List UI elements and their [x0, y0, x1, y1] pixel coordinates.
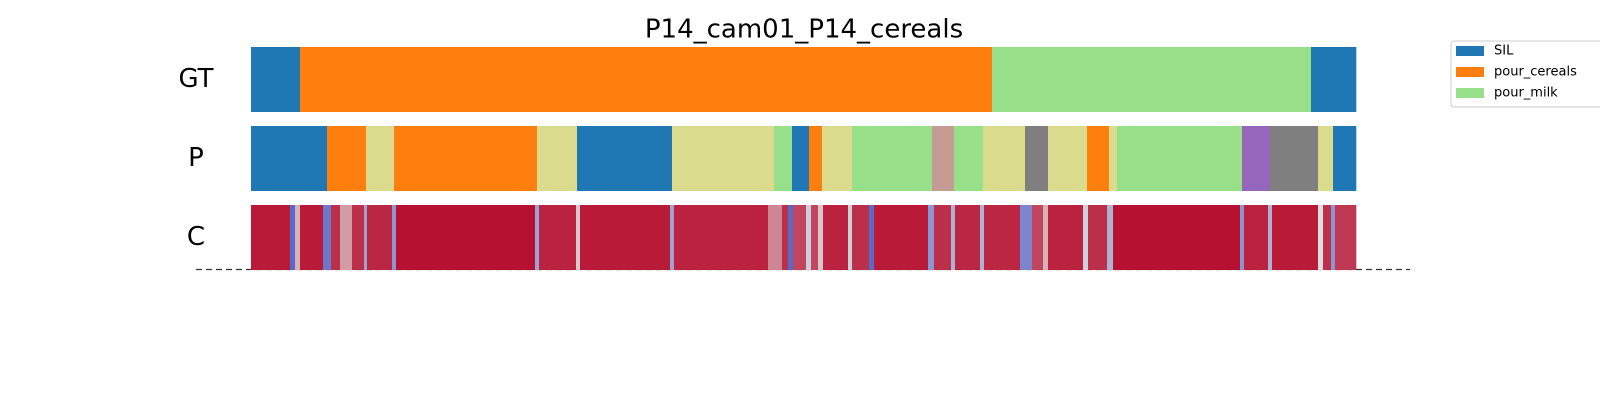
confidence-stripe: [251, 205, 291, 270]
confidence-stripe: [1032, 205, 1044, 270]
segment: [251, 126, 328, 191]
confidence-stripe: [788, 205, 794, 270]
confidence-stripe: [331, 205, 341, 270]
segment: [1311, 47, 1357, 112]
confidence-stripe: [1020, 205, 1033, 270]
segment: [672, 126, 775, 191]
confidence-stripe: [535, 205, 540, 270]
segment: [366, 126, 395, 191]
confidence-stripe: [1240, 205, 1245, 270]
confidence-stripe: [823, 205, 849, 270]
confidence-stripe: [323, 205, 332, 270]
confidence-stripe: [1083, 205, 1089, 270]
confidence-stripe: [340, 205, 353, 270]
confidence-stripe: [1048, 205, 1084, 270]
confidence-stripe: [352, 205, 365, 270]
confidence-stripe: [367, 205, 393, 270]
segment: [822, 126, 853, 191]
confidence-stripe: [364, 205, 368, 270]
segment: [327, 126, 367, 191]
confidence-stripe: [539, 205, 577, 270]
segment: [300, 47, 993, 112]
legend-label: SIL: [1494, 44, 1514, 59]
confidence-stripe: [869, 205, 875, 270]
segment: [1087, 126, 1110, 191]
confidence-stripe: [852, 205, 870, 270]
confidence-stripe: [984, 205, 1021, 270]
segment: [852, 126, 874, 191]
confidence-stripe: [955, 205, 981, 270]
segment: [537, 126, 578, 191]
segment: [394, 126, 538, 191]
segment: [1333, 126, 1357, 191]
segment: [954, 126, 984, 191]
confidence-stripe: [874, 205, 929, 270]
row-label: C: [187, 222, 205, 252]
segment: [1270, 126, 1319, 191]
confidence-stripe: [1244, 205, 1269, 270]
confidence-stripe: [1272, 205, 1319, 270]
segment: [1048, 126, 1088, 191]
row-label: P: [188, 143, 204, 173]
segment: [1025, 126, 1049, 191]
chart-title: P14_cam01_P14_cereals: [645, 15, 963, 45]
segment: [992, 47, 1312, 112]
confidence-stripe: [1107, 205, 1114, 270]
confidence-stripe: [818, 205, 824, 270]
confidence-stripe: [1331, 205, 1336, 270]
legend-label: pour_cereals: [1494, 65, 1577, 80]
confidence-stripe: [396, 205, 536, 270]
segment: [774, 126, 793, 191]
segment: [1117, 126, 1243, 191]
legend-swatch: [1456, 46, 1484, 56]
confidence-stripe: [811, 205, 819, 270]
legend-swatch: [1456, 88, 1484, 98]
confidence-stripe: [793, 205, 807, 270]
confidence-stripe: [1268, 205, 1273, 270]
confidence-stripe: [300, 205, 324, 270]
confidence-stripe: [674, 205, 769, 270]
confidence-stripe: [848, 205, 853, 270]
segment: [792, 126, 810, 191]
segment: [251, 47, 301, 112]
confidence-stripe: [580, 205, 671, 270]
segment: [1242, 126, 1271, 191]
confidence-stripe: [1043, 205, 1049, 270]
confidence-stripe: [1113, 205, 1241, 270]
confidence-stripe: [1318, 205, 1324, 270]
row-label: GT: [178, 64, 213, 94]
confidence-stripe: [290, 205, 296, 270]
confidence-stripe: [1088, 205, 1108, 270]
segment: [983, 126, 1026, 191]
confidence-stripe: [1335, 205, 1357, 270]
confidence-stripe: [806, 205, 812, 270]
segment: [873, 126, 933, 191]
confidence-stripe: [782, 205, 789, 270]
segment: [1318, 126, 1334, 191]
segment: [932, 126, 955, 191]
segment: [577, 126, 673, 191]
confidence-stripe: [670, 205, 675, 270]
confidence-stripe: [392, 205, 397, 270]
confidence-stripe: [928, 205, 935, 270]
confidence-stripe: [295, 205, 301, 270]
legend-box: [1450, 40, 1600, 108]
confidence-stripe: [980, 205, 985, 270]
segment: [809, 126, 823, 191]
legend-swatch: [1456, 67, 1484, 77]
segment: [1109, 126, 1118, 191]
confidence-stripe: [934, 205, 952, 270]
confidence-stripe: [951, 205, 956, 270]
confidence-stripe: [576, 205, 581, 270]
legend-label: pour_milk: [1494, 86, 1558, 101]
confidence-stripe: [768, 205, 783, 270]
confidence-stripe: [1323, 205, 1332, 270]
